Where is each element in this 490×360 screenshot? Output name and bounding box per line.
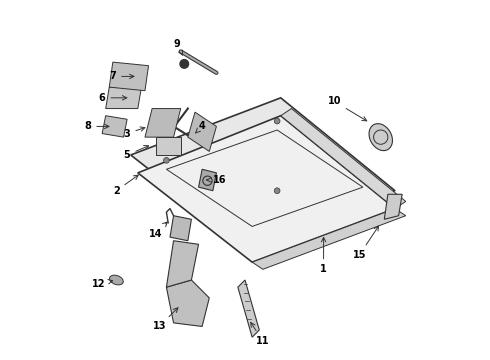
Polygon shape [102,116,127,137]
Polygon shape [188,112,217,152]
Text: 11: 11 [251,323,270,346]
Ellipse shape [109,275,123,285]
Circle shape [274,118,280,124]
Text: 9: 9 [174,39,183,55]
Text: 2: 2 [113,175,138,196]
Text: 10: 10 [327,96,367,121]
Polygon shape [156,137,181,155]
Circle shape [180,60,189,68]
Circle shape [274,188,280,194]
Circle shape [164,157,169,163]
Text: 12: 12 [92,279,113,289]
Polygon shape [252,208,406,269]
Text: 8: 8 [84,121,109,131]
Polygon shape [238,280,259,337]
Polygon shape [167,241,198,287]
Ellipse shape [369,123,392,150]
Text: 5: 5 [124,145,148,160]
Text: 13: 13 [152,308,178,332]
Text: 14: 14 [149,222,167,239]
Polygon shape [170,216,192,241]
Polygon shape [384,194,402,219]
Polygon shape [281,109,406,208]
Polygon shape [106,87,142,109]
Polygon shape [138,116,395,262]
Text: 15: 15 [353,226,379,260]
Text: 16: 16 [207,175,227,185]
Text: 1: 1 [320,238,327,274]
Polygon shape [131,98,395,244]
Text: 4: 4 [196,121,205,133]
Polygon shape [109,62,148,91]
Polygon shape [167,280,209,327]
Polygon shape [198,169,217,191]
Text: 7: 7 [109,71,134,81]
Text: 6: 6 [99,93,127,103]
Text: 3: 3 [124,127,145,139]
Polygon shape [145,109,181,137]
